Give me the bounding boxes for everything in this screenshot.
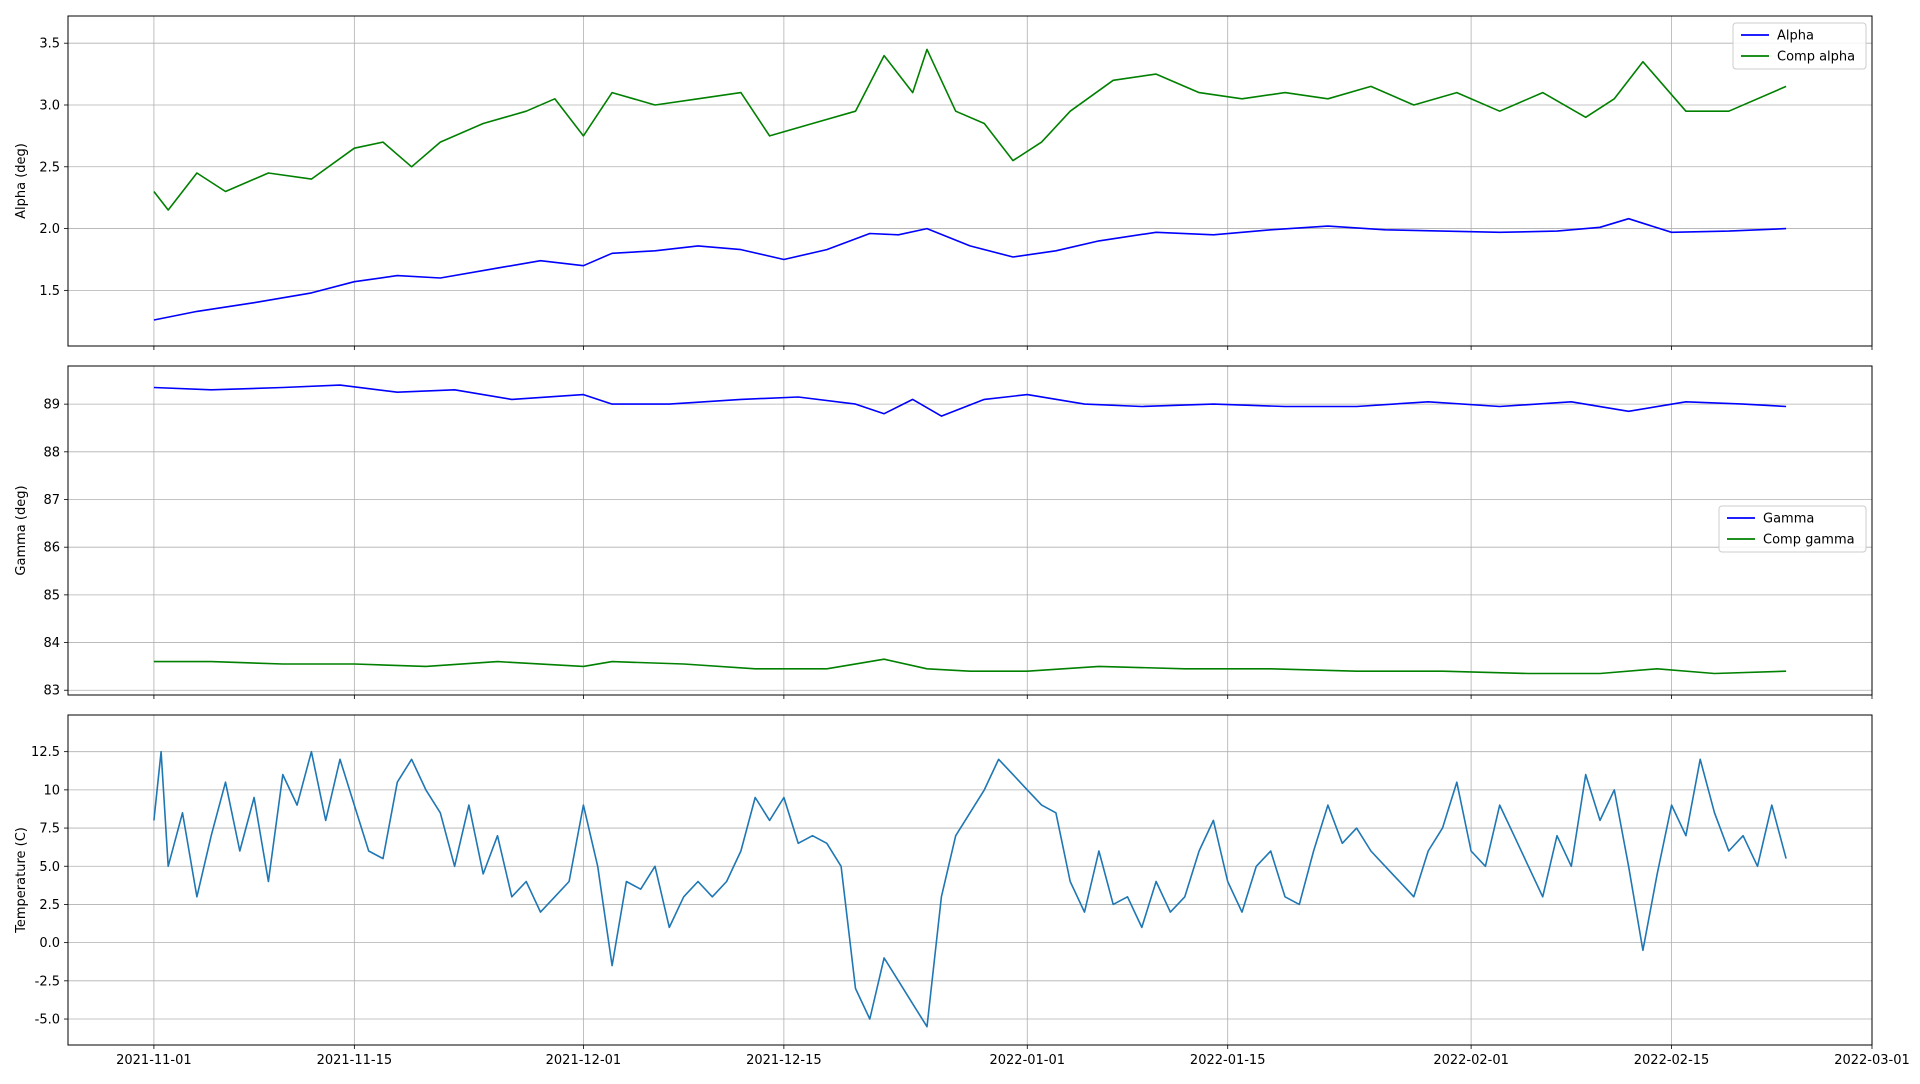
y-tick-label: 2.5 [39,898,60,913]
legend-entry: Comp gamma [1763,533,1855,548]
legend: Gamma Comp gamma [1718,505,1867,553]
y-tick-label: 83 [43,684,60,699]
plot-frame [67,714,1873,1046]
panel-2: 83 84 85 86 87 88 89 Gamma (deg) Gamma Comp gamma [14,365,1873,699]
y-tick-label: 89 [43,398,60,413]
y-tick-label: 3.0 [39,98,60,113]
x-tick-label: 2022-02-01 [1433,1053,1509,1068]
series-line-comp-alpha [153,48,1787,211]
y-tick-label: 3.5 [39,37,60,52]
x-tick-label: 2022-03-01 [1834,1053,1910,1068]
y-tick-label: 87 [43,493,60,508]
legend-entry: Alpha [1777,29,1814,44]
series-line-comp-gamma [153,658,1787,675]
series-line-alpha [153,217,1787,321]
y-tick-label: 85 [43,588,60,603]
y-tick-label: 2.0 [39,222,60,237]
x-tick-label: 2021-11-15 [317,1053,393,1068]
legend-box [1718,505,1867,553]
series-line-gamma [153,384,1787,417]
y-tick-label: 7.5 [39,822,60,837]
panel-3: 2021-11-01 2021-11-15 2021-12-01 2021-12-15… [14,714,1910,1068]
panel-1: 1.5 2.0 2.5 3.0 3.5 Alpha (deg) Alpha Comp alph… [14,15,1873,350]
y-tick-label: 2.5 [39,160,60,175]
y-axis-label: Alpha (deg) [14,143,29,219]
y-axis-label: Temperature (C) [14,827,29,934]
legend: Alpha Comp alpha [1732,22,1867,70]
y-axis-label: Gamma (deg) [14,485,29,575]
y-tick-label: -5.0 [35,1013,60,1028]
legend-entry: Comp alpha [1777,50,1855,65]
x-tick-label: 2022-01-01 [989,1053,1065,1068]
y-tick-label: 1.5 [39,284,60,299]
y-tick-label: 5.0 [39,860,60,875]
x-tick-label: 2021-12-15 [746,1053,822,1068]
series-line-temperature [153,750,1787,1028]
plot-frame [67,365,1873,696]
plot-frame [67,15,1873,347]
y-tick-label: 88 [43,445,60,460]
y-tick-label: 86 [43,541,60,556]
x-tick-label: 2021-12-01 [546,1053,622,1068]
x-tick-label: 2022-01-15 [1190,1053,1266,1068]
y-tick-label: 0.0 [39,936,60,951]
y-tick-label: 10 [43,783,60,798]
y-tick-label: 12.5 [31,745,60,760]
y-tick-label: -2.5 [35,974,60,989]
y-tick-label: 84 [43,636,60,651]
x-tick-label: 2022-02-15 [1634,1053,1710,1068]
x-tick-label: 2021-11-01 [116,1053,192,1068]
legend-entry: Gamma [1763,512,1814,527]
